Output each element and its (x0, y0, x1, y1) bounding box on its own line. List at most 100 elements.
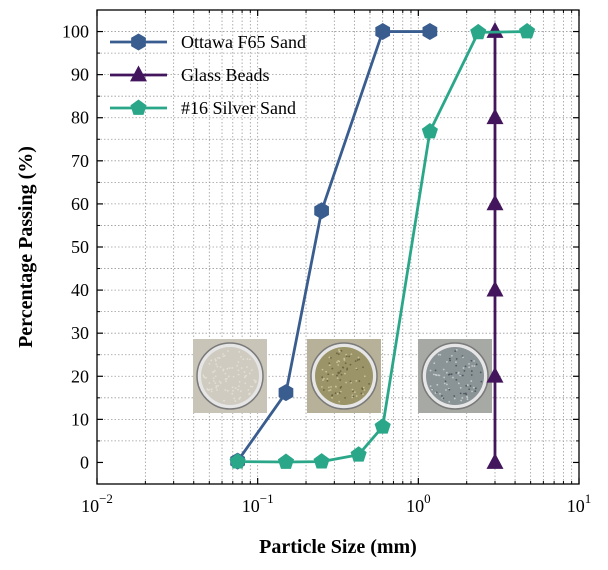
sample-speckle (471, 390, 473, 393)
legend-label: #16 Silver Sand (181, 98, 296, 118)
sample-speckle (336, 352, 338, 355)
sample-speckle (474, 387, 477, 390)
sample-speckle (345, 381, 347, 384)
sample-fill (426, 347, 484, 405)
sample-speckle (233, 397, 236, 400)
data-point (131, 33, 146, 51)
y-tick-label: 40 (71, 280, 89, 300)
sample-speckle (212, 380, 215, 382)
sample-speckle (454, 350, 457, 353)
series-2 (229, 23, 536, 469)
x-tick-label: 100 (406, 491, 431, 516)
sample-speckle (232, 375, 235, 378)
sample-speckle (323, 377, 325, 380)
sample-speckle (339, 390, 342, 393)
sample-speckle (459, 392, 462, 395)
sample-speckle (222, 353, 224, 355)
sample-speckle (343, 357, 346, 360)
sample-speckle (470, 370, 473, 372)
sample-speckle (471, 365, 474, 367)
sample-speckle (225, 377, 228, 380)
data-point (130, 99, 147, 115)
sample-speckle (466, 398, 469, 401)
sample-speckle (340, 349, 343, 352)
sample-speckle (463, 369, 466, 372)
sample-speckle (463, 392, 465, 395)
data-point (470, 23, 487, 40)
sample-speckle (339, 379, 342, 381)
sample-speckle (328, 389, 330, 392)
sample-speckle (322, 389, 325, 391)
sample-speckle (337, 364, 340, 366)
sample-speckle (446, 360, 448, 363)
sample-speckle (214, 382, 217, 385)
sample-speckle (358, 380, 361, 382)
legend-item: Glass Beads (110, 65, 270, 85)
silver-sand-sample-photo (307, 339, 381, 413)
sample-speckle (470, 374, 473, 376)
sample-speckle (338, 400, 341, 403)
sample-speckle (469, 385, 472, 387)
sample-speckle (354, 360, 357, 362)
sample-speckle (348, 355, 351, 358)
sample-speckle (433, 362, 436, 365)
sample-speckle (472, 386, 475, 389)
sample-speckle (449, 359, 451, 362)
sample-speckle (349, 380, 352, 383)
y-tick-label: 70 (71, 151, 89, 171)
sample-speckle (455, 358, 458, 360)
sample-speckle (457, 382, 460, 385)
sample-speckle (346, 368, 348, 371)
sample-speckle (455, 371, 458, 374)
sample-speckle (340, 385, 343, 388)
sample-speckle (331, 394, 333, 397)
data-point (486, 22, 504, 38)
sample-speckle (434, 373, 437, 376)
sample-speckle (217, 356, 219, 359)
sample-speckle (232, 389, 234, 392)
legend: Ottawa F65 Sand Glass Beads #16 Silver San… (110, 32, 306, 118)
sample-speckle (362, 393, 364, 396)
data-point (314, 202, 329, 220)
data-point (375, 23, 391, 41)
data-point (130, 65, 147, 82)
sample-speckle (239, 396, 242, 399)
sample-speckle (208, 382, 211, 384)
sample-speckle (455, 364, 458, 367)
sample-speckle (429, 369, 432, 372)
sample-speckle (240, 367, 243, 369)
sample-speckle (210, 390, 213, 393)
sample-speckle (353, 391, 356, 394)
data-series (229, 22, 536, 470)
sample-speckle (466, 396, 469, 399)
sample-speckle (337, 360, 340, 362)
sample-speckle (326, 379, 329, 382)
sample-speckle (325, 370, 328, 373)
sample-speckle (448, 373, 451, 376)
data-point (350, 446, 367, 462)
sample-speckle (357, 356, 360, 359)
sample-speckle (231, 386, 234, 389)
sample-speckle (473, 365, 476, 367)
sample-speckle (338, 391, 341, 394)
sample-speckle (222, 368, 225, 371)
sample-speckle (215, 384, 218, 387)
sample-speckle (247, 389, 250, 391)
sample-speckle (442, 397, 445, 400)
sample-fill (201, 347, 259, 405)
sample-speckle (429, 385, 432, 387)
y-tick-label: 60 (71, 194, 89, 214)
sample-speckle (228, 367, 231, 369)
x-axis-title: Particle Size (mm) (259, 536, 417, 558)
sample-speckle (327, 386, 330, 389)
sample-speckle (450, 373, 453, 376)
sample-speckle (329, 389, 332, 391)
data-point (422, 23, 438, 41)
sample-speckle (210, 388, 213, 390)
sample-speckle (218, 380, 221, 383)
sample-speckle (248, 358, 251, 361)
sample-speckle (362, 366, 364, 369)
sample-speckle (244, 382, 247, 385)
sample-speckle (215, 386, 218, 389)
data-point (486, 280, 504, 297)
